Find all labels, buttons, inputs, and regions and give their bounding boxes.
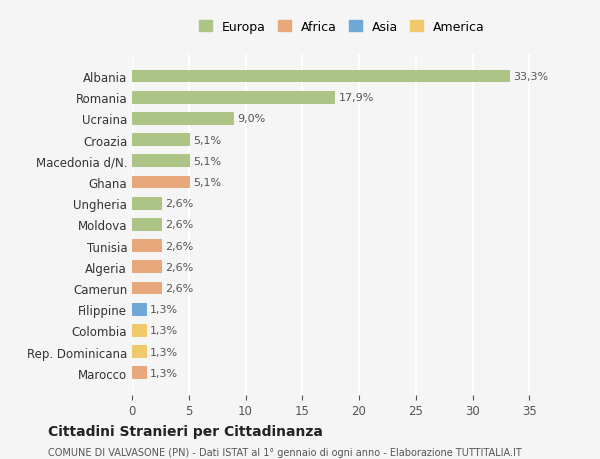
Bar — [132, 303, 147, 316]
Text: COMUNE DI VALVASONE (PN) - Dati ISTAT al 1° gennaio di ogni anno - Elaborazione : COMUNE DI VALVASONE (PN) - Dati ISTAT al… — [48, 447, 522, 457]
Text: 5,1%: 5,1% — [193, 157, 221, 167]
Bar — [132, 325, 147, 337]
Text: Cittadini Stranieri per Cittadinanza: Cittadini Stranieri per Cittadinanza — [48, 425, 323, 438]
Bar — [132, 367, 147, 379]
Text: 2,6%: 2,6% — [165, 241, 193, 251]
Text: 2,6%: 2,6% — [165, 199, 193, 209]
Text: 5,1%: 5,1% — [193, 178, 221, 188]
Bar — [132, 282, 161, 295]
Bar — [132, 71, 510, 83]
Text: 33,3%: 33,3% — [514, 72, 548, 82]
Bar — [132, 240, 161, 252]
Bar — [132, 218, 161, 231]
Text: 17,9%: 17,9% — [338, 93, 374, 103]
Bar — [132, 261, 161, 274]
Bar — [132, 92, 335, 104]
Bar — [132, 134, 190, 147]
Text: 2,6%: 2,6% — [165, 220, 193, 230]
Text: 2,6%: 2,6% — [165, 283, 193, 293]
Text: 9,0%: 9,0% — [238, 114, 266, 124]
Bar — [132, 113, 234, 125]
Bar — [132, 176, 190, 189]
Bar — [132, 346, 147, 358]
Text: 1,3%: 1,3% — [150, 304, 178, 314]
Text: 5,1%: 5,1% — [193, 135, 221, 146]
Bar — [132, 155, 190, 168]
Text: 1,3%: 1,3% — [150, 347, 178, 357]
Bar — [132, 197, 161, 210]
Text: 1,3%: 1,3% — [150, 326, 178, 336]
Text: 2,6%: 2,6% — [165, 262, 193, 272]
Text: 1,3%: 1,3% — [150, 368, 178, 378]
Legend: Europa, Africa, Asia, America: Europa, Africa, Asia, America — [196, 17, 488, 38]
